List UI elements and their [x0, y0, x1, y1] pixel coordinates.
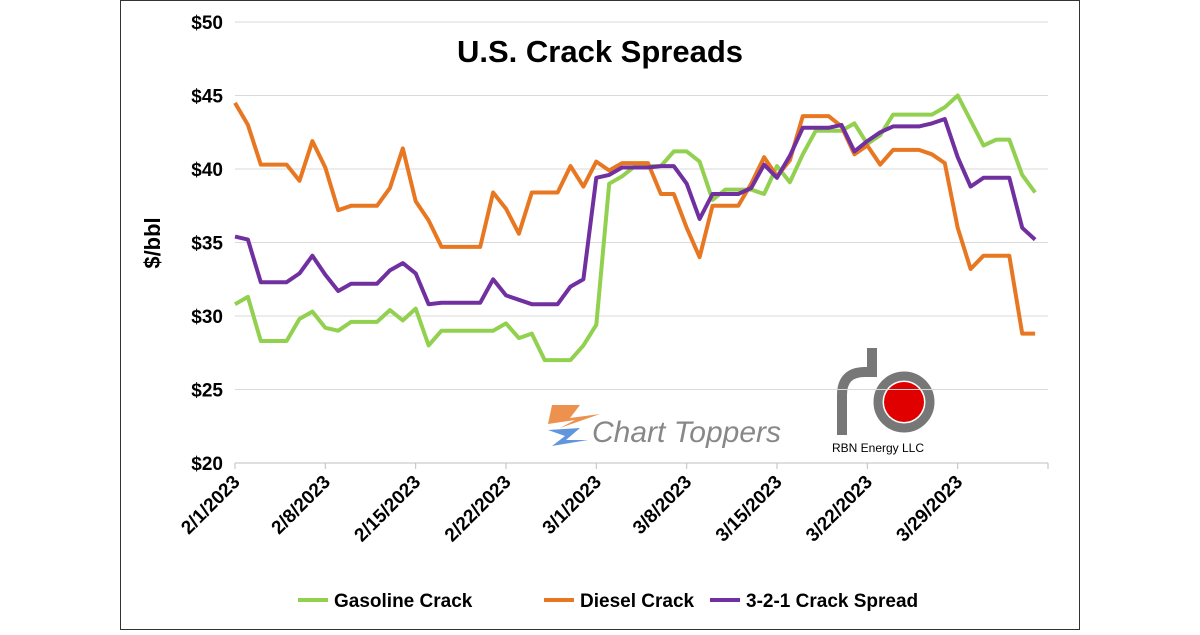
chart-toppers-logo: Chart Toppers [548, 405, 781, 449]
legend-label: Diesel Crack [580, 591, 695, 612]
legend-label: 3-2-1 Crack Spread [746, 591, 918, 612]
y-tick-label: $20 [191, 454, 223, 475]
y-tick-label: $40 [191, 160, 223, 181]
logo-text: RBN Energy LLC [832, 441, 924, 455]
y-axis-label: $/bbl [140, 217, 165, 268]
y-tick-label: $25 [191, 381, 223, 402]
legend-label: Gasoline Crack [334, 591, 473, 612]
chart-title: U.S. Crack Spreads [457, 34, 743, 69]
series-line [233, 101, 1036, 336]
series-line [234, 117, 1037, 307]
y-tick-label: $35 [191, 234, 223, 255]
rbn-logo: RBN Energy LLC [832, 348, 935, 455]
chart-frame [120, 0, 1080, 630]
logo-text: Chart Toppers [592, 416, 781, 449]
y-tick-label: $30 [191, 307, 223, 328]
y-tick-label: $50 [191, 13, 223, 34]
y-tick-label: $45 [191, 87, 223, 108]
